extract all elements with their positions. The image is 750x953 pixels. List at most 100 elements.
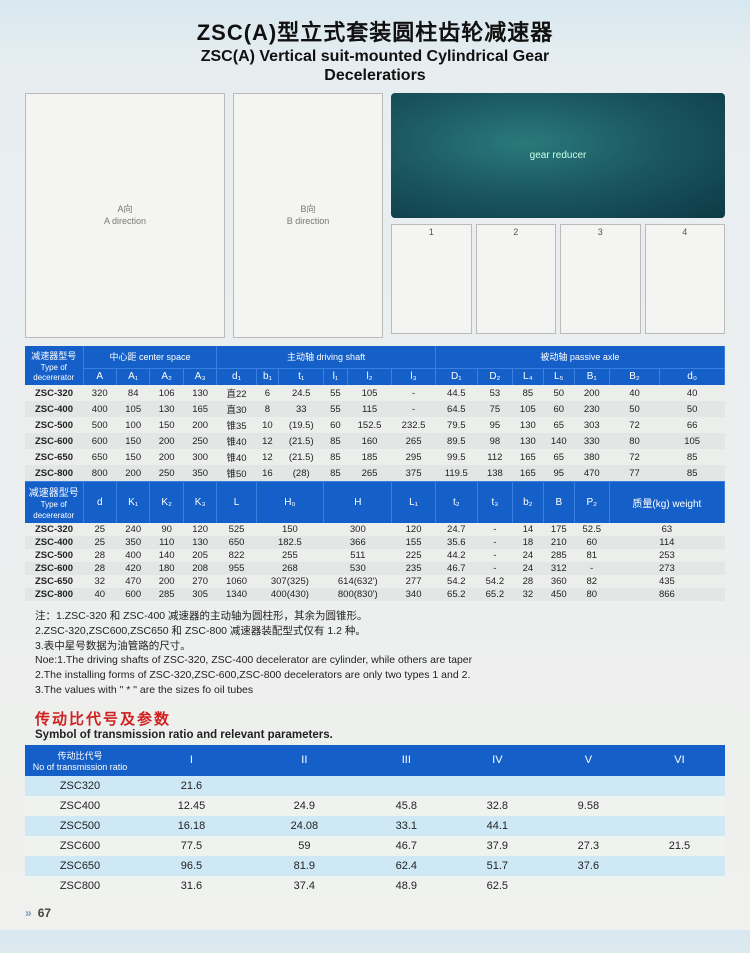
data-cell: 9.58	[543, 796, 634, 816]
data-cell: 130	[150, 401, 183, 417]
data-cell: 60	[574, 536, 609, 549]
data-cell: 112	[477, 449, 512, 465]
spec-col-header: t₃	[477, 482, 512, 524]
data-cell: 180	[150, 562, 183, 575]
spec-col-header: t₁	[279, 368, 324, 385]
data-cell: 16.18	[135, 816, 248, 836]
data-cell: 32	[512, 588, 543, 601]
data-cell: 800	[83, 465, 116, 482]
table-row: ZSC-320252409012052515030012024.7-141755…	[25, 523, 725, 536]
model-cell: ZSC-500	[25, 417, 83, 433]
spec-col-header: D₂	[477, 368, 512, 385]
data-cell: 54.2	[477, 575, 512, 588]
data-cell: 24	[512, 549, 543, 562]
spec-col-header: L₅	[543, 368, 574, 385]
hdr2-model-cn: 减速器型号	[29, 488, 79, 499]
ratio-col: III	[361, 745, 452, 776]
data-cell: 866	[609, 588, 724, 601]
data-cell: 140	[543, 433, 574, 449]
data-cell: 81.9	[248, 856, 361, 876]
notes-block: 注：1.ZSC-320 和 ZSC-400 减速器的主动轴为圆柱形，其余为圆锥形…	[35, 609, 725, 697]
data-cell: (28)	[279, 465, 324, 482]
data-cell	[248, 776, 361, 796]
table-row: ZSC50016.1824.0833.144.1	[25, 816, 725, 836]
data-cell: 72	[609, 449, 660, 465]
data-cell: -	[477, 536, 512, 549]
data-cell: 40	[609, 385, 660, 401]
spec-col-header: D₁	[435, 368, 477, 385]
data-cell: 600	[83, 433, 116, 449]
data-cell: 16	[256, 465, 279, 482]
data-cell: 28	[512, 575, 543, 588]
small-diagram-3: 3	[560, 224, 641, 334]
data-cell: 295	[392, 449, 435, 465]
data-cell: 48.9	[361, 876, 452, 896]
data-cell: 21.5	[634, 836, 725, 856]
data-cell: 205	[183, 549, 217, 562]
data-cell: 240	[116, 523, 149, 536]
data-cell: 63	[609, 523, 724, 536]
hdr-center: 中心距 center space	[83, 346, 217, 368]
data-cell: 锥40	[217, 449, 256, 465]
ratio-col: I	[135, 745, 248, 776]
diagram-front-view: B向 B direction	[233, 93, 383, 338]
small-diagram-2: 2	[476, 224, 557, 334]
data-cell: 130	[183, 385, 217, 401]
spec-col-header: A	[83, 368, 116, 385]
data-cell: 10	[256, 417, 279, 433]
data-cell: 44.1	[452, 816, 543, 836]
data-cell: 66	[660, 417, 725, 433]
data-cell: 82	[574, 575, 609, 588]
data-cell: 33.1	[361, 816, 452, 836]
data-cell: 31.6	[135, 876, 248, 896]
table-row: ZSC40012.4524.945.832.89.58	[25, 796, 725, 816]
data-cell: 470	[116, 575, 149, 588]
data-cell: 165	[512, 465, 543, 482]
data-cell: 59	[248, 836, 361, 856]
data-cell: 99.5	[435, 449, 477, 465]
data-cell: 150	[150, 417, 183, 433]
data-cell: 37.4	[248, 876, 361, 896]
spec-col-header: H₀	[256, 482, 324, 524]
model-cell: ZSC400	[25, 796, 135, 816]
hdr-model-cn: 减速器型号	[31, 351, 76, 361]
data-cell: 85	[324, 449, 347, 465]
spec-col-header: K₁	[116, 482, 149, 524]
spec-col-header: 质量(kg) weight	[609, 482, 724, 524]
data-cell: 60	[324, 417, 347, 433]
data-cell	[634, 816, 725, 836]
data-cell: 21.6	[135, 776, 248, 796]
data-cell: 270	[183, 575, 217, 588]
data-cell: -	[477, 523, 512, 536]
data-cell: 250	[150, 465, 183, 482]
data-cell: 955	[217, 562, 256, 575]
data-cell: 400	[116, 549, 149, 562]
data-cell: 50	[660, 401, 725, 417]
data-cell: 14	[512, 523, 543, 536]
data-cell: 44.5	[435, 385, 477, 401]
data-cell: 380	[574, 449, 609, 465]
spec-col-header: t₂	[435, 482, 477, 524]
small-diagram-1: 1	[391, 224, 472, 334]
data-cell: 182.5	[256, 536, 324, 549]
data-cell: 273	[609, 562, 724, 575]
data-cell: 235	[392, 562, 435, 575]
data-cell: 1340	[217, 588, 256, 601]
spec-col-header: L₁	[392, 482, 435, 524]
data-cell: 330	[574, 433, 609, 449]
data-cell: 150	[116, 449, 149, 465]
table-row: ZSC-800406002853051340400(430)800(830')3…	[25, 588, 725, 601]
data-cell: 305	[183, 588, 217, 601]
data-cell: 24.08	[248, 816, 361, 836]
model-cell: ZSC-800	[25, 588, 83, 601]
data-cell: 105	[116, 401, 149, 417]
data-cell: 312	[543, 562, 574, 575]
model-cell: ZSC-650	[25, 575, 83, 588]
data-cell: 28	[83, 549, 116, 562]
data-cell: 340	[392, 588, 435, 601]
data-cell: 50	[609, 401, 660, 417]
data-cell: 115	[347, 401, 392, 417]
data-cell: 110	[150, 536, 183, 549]
model-cell: ZSC800	[25, 876, 135, 896]
hdr-driving: 主动轴 driving shaft	[217, 346, 435, 368]
